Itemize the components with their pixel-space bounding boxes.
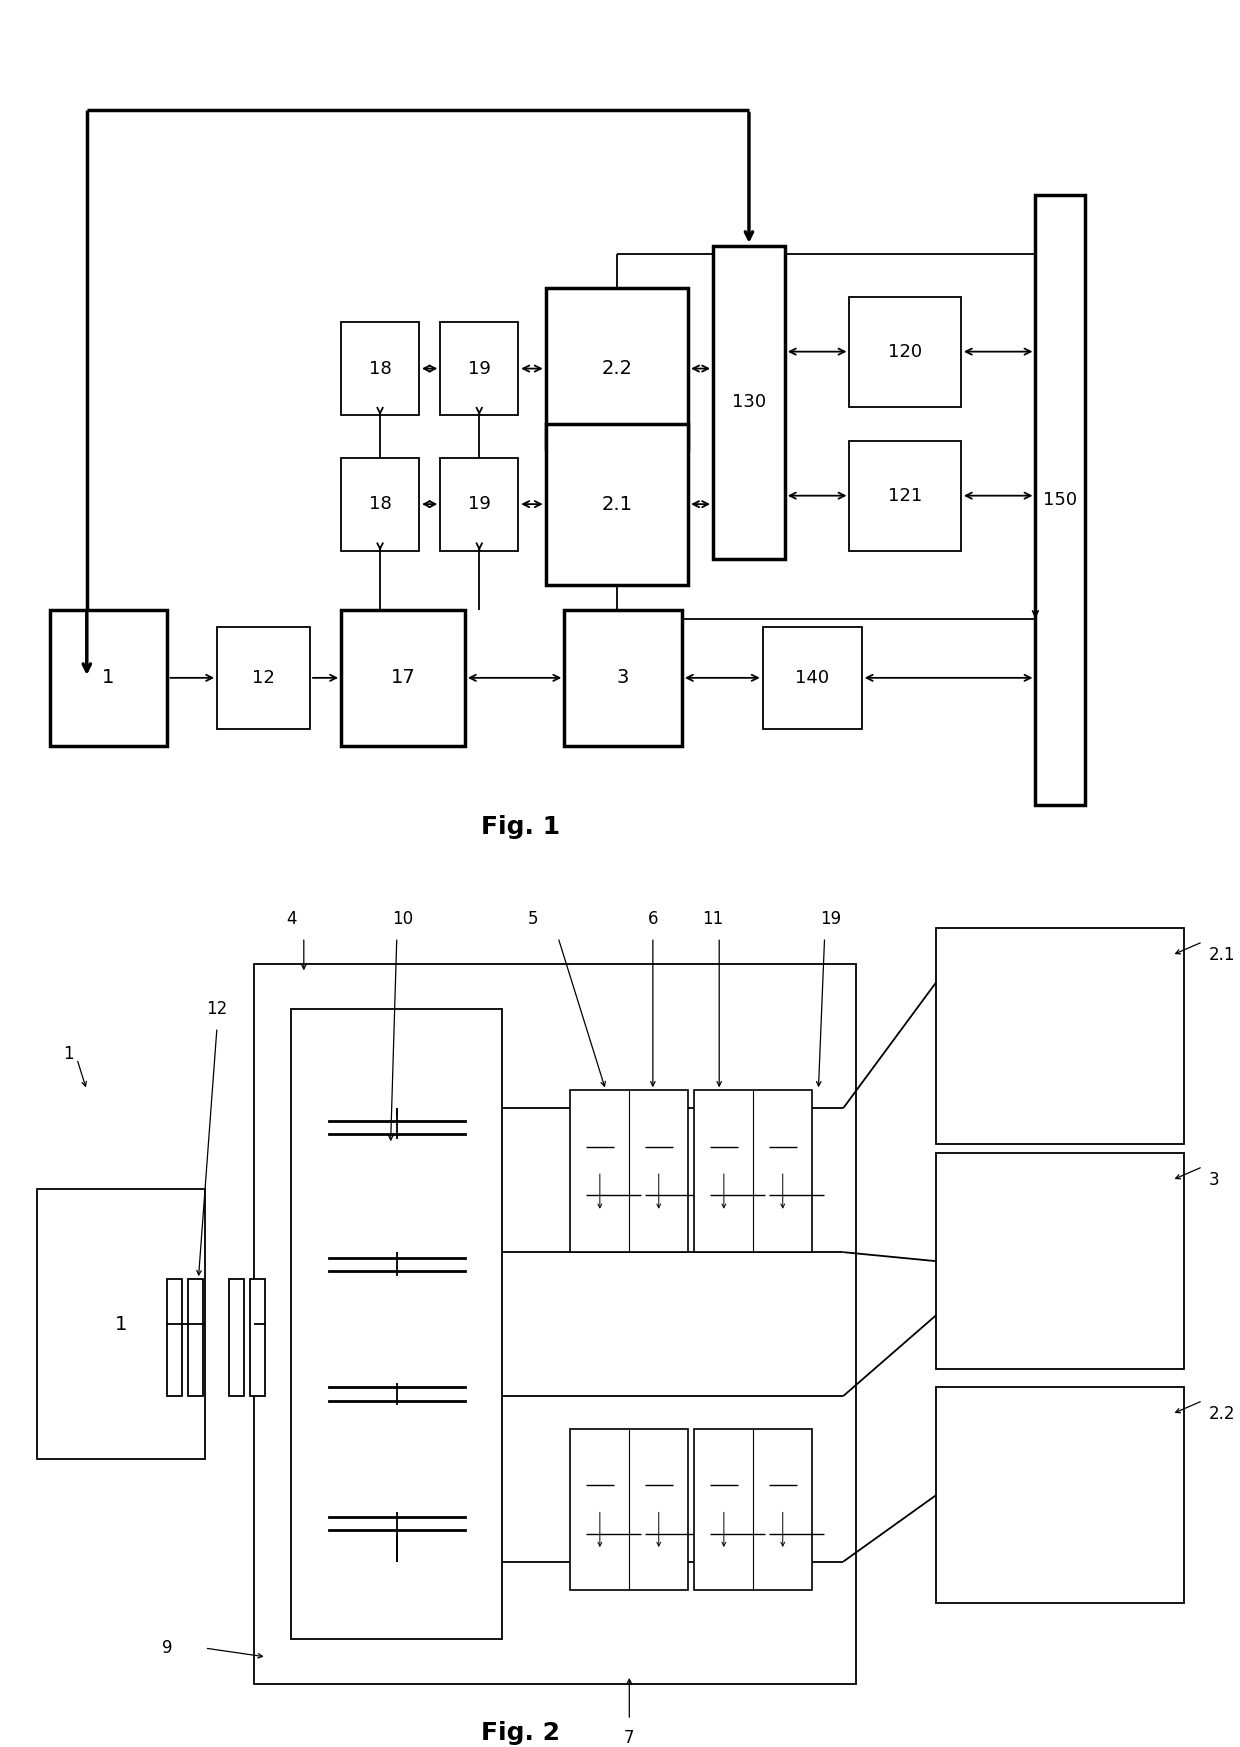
Text: 12: 12 (206, 1001, 228, 1019)
Bar (217, 627, 310, 728)
Text: 7: 7 (624, 1730, 635, 1747)
Text: 9: 9 (162, 1639, 172, 1658)
Bar (250, 1279, 265, 1396)
Bar (291, 1010, 502, 1639)
Bar (713, 246, 785, 559)
Text: 19: 19 (820, 910, 842, 928)
Text: 2.1: 2.1 (1209, 947, 1235, 964)
Bar (694, 1429, 812, 1590)
Text: 121: 121 (888, 487, 923, 505)
Text: Fig. 1: Fig. 1 (481, 814, 560, 839)
Bar (849, 297, 961, 407)
Bar (936, 1153, 1184, 1370)
Text: 1: 1 (115, 1315, 126, 1333)
Bar (229, 1279, 244, 1396)
Bar (254, 964, 856, 1684)
Bar (546, 425, 688, 585)
Bar (341, 458, 419, 550)
Bar (440, 458, 518, 550)
Text: 5: 5 (528, 910, 538, 928)
Text: 18: 18 (368, 494, 392, 514)
Bar (763, 627, 862, 728)
Bar (37, 1190, 205, 1459)
Bar (849, 440, 961, 550)
Text: 3: 3 (1209, 1170, 1220, 1190)
Text: 6: 6 (647, 910, 658, 928)
Text: 19: 19 (467, 360, 491, 377)
Bar (341, 610, 465, 746)
Text: 12: 12 (252, 669, 275, 687)
Text: 11: 11 (702, 910, 724, 928)
Bar (564, 610, 682, 746)
Text: 17: 17 (391, 669, 415, 687)
Text: 1: 1 (103, 669, 114, 687)
Text: 18: 18 (368, 360, 392, 377)
Text: 2.1: 2.1 (601, 494, 632, 514)
Bar (570, 1090, 688, 1253)
Bar (570, 1429, 688, 1590)
Bar (936, 1387, 1184, 1604)
Text: Fig. 2: Fig. 2 (481, 1721, 560, 1745)
Bar (167, 1279, 182, 1396)
Bar (50, 610, 167, 746)
Text: 3: 3 (618, 669, 629, 687)
Bar (440, 321, 518, 416)
Text: 130: 130 (732, 393, 766, 412)
Bar (936, 928, 1184, 1144)
Text: 120: 120 (888, 342, 923, 360)
Text: 2.2: 2.2 (601, 360, 632, 377)
Bar (546, 288, 688, 449)
Bar (1035, 196, 1085, 805)
Text: 4: 4 (286, 910, 296, 928)
Text: 19: 19 (467, 494, 491, 514)
Text: 140: 140 (795, 669, 830, 687)
Text: 150: 150 (1043, 491, 1078, 508)
Text: 10: 10 (392, 910, 414, 928)
Text: 2.2: 2.2 (1209, 1405, 1235, 1424)
Bar (694, 1090, 812, 1253)
Bar (341, 321, 419, 416)
Bar (188, 1279, 203, 1396)
Text: 1: 1 (63, 1045, 73, 1064)
